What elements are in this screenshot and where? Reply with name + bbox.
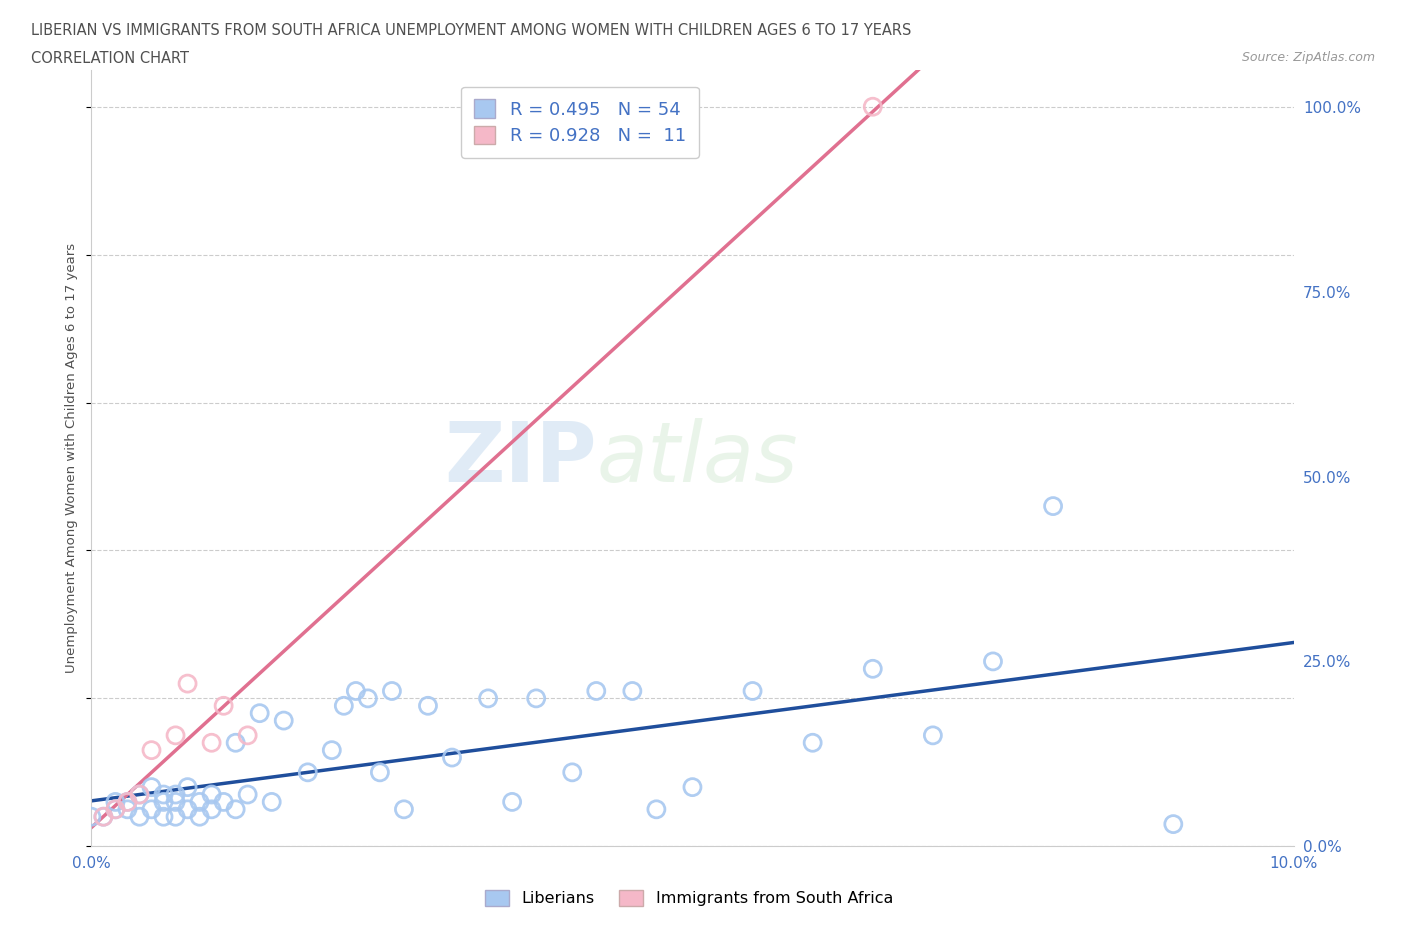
Point bbox=[128, 809, 150, 824]
Point bbox=[681, 779, 703, 794]
Text: LIBERIAN VS IMMIGRANTS FROM SOUTH AFRICA UNEMPLOYMENT AMONG WOMEN WITH CHILDREN : LIBERIAN VS IMMIGRANTS FROM SOUTH AFRICA… bbox=[31, 23, 911, 38]
Point bbox=[524, 691, 547, 706]
Point bbox=[93, 809, 115, 824]
Point bbox=[212, 698, 235, 713]
Point bbox=[212, 794, 235, 809]
Point bbox=[104, 802, 127, 817]
Point bbox=[152, 809, 174, 824]
Point bbox=[645, 802, 668, 817]
Point bbox=[249, 706, 271, 721]
Point bbox=[236, 787, 259, 802]
Legend: R = 0.495   N = 54, R = 0.928   N =  11: R = 0.495 N = 54, R = 0.928 N = 11 bbox=[461, 86, 699, 158]
Point bbox=[862, 100, 884, 114]
Point bbox=[1161, 817, 1184, 831]
Point bbox=[165, 728, 187, 743]
Point bbox=[104, 802, 127, 817]
Point bbox=[321, 743, 343, 758]
Point bbox=[381, 684, 404, 698]
Point bbox=[862, 661, 884, 676]
Point bbox=[117, 794, 139, 809]
Point bbox=[141, 779, 163, 794]
Text: ZIP: ZIP bbox=[444, 418, 596, 498]
Point bbox=[201, 787, 224, 802]
Point bbox=[152, 794, 174, 809]
Point bbox=[117, 794, 139, 809]
Point bbox=[165, 794, 187, 809]
Point bbox=[141, 743, 163, 758]
Point bbox=[93, 809, 115, 824]
Point bbox=[1042, 498, 1064, 513]
Point bbox=[922, 728, 945, 743]
Point bbox=[621, 684, 644, 698]
Point bbox=[128, 787, 150, 802]
Point bbox=[561, 764, 583, 779]
Point bbox=[176, 779, 198, 794]
Point bbox=[801, 736, 824, 751]
Point bbox=[225, 802, 247, 817]
Point bbox=[344, 684, 367, 698]
Point bbox=[165, 809, 187, 824]
Point bbox=[188, 809, 211, 824]
Point bbox=[236, 728, 259, 743]
Point bbox=[176, 802, 198, 817]
Point bbox=[201, 736, 224, 751]
Point bbox=[201, 802, 224, 817]
Point bbox=[260, 794, 283, 809]
Point bbox=[741, 684, 763, 698]
Text: CORRELATION CHART: CORRELATION CHART bbox=[31, 51, 188, 66]
Point bbox=[128, 787, 150, 802]
Point bbox=[333, 698, 356, 713]
Point bbox=[225, 736, 247, 751]
Point bbox=[416, 698, 439, 713]
Point bbox=[117, 802, 139, 817]
Point bbox=[188, 794, 211, 809]
Point bbox=[440, 751, 463, 765]
Y-axis label: Unemployment Among Women with Children Ages 6 to 17 years: Unemployment Among Women with Children A… bbox=[65, 243, 79, 673]
Point bbox=[165, 787, 187, 802]
Point bbox=[80, 809, 103, 824]
Point bbox=[392, 802, 415, 817]
Point bbox=[981, 654, 1004, 669]
Point bbox=[273, 713, 295, 728]
Point bbox=[297, 764, 319, 779]
Point bbox=[141, 802, 163, 817]
Point bbox=[368, 764, 391, 779]
Text: Source: ZipAtlas.com: Source: ZipAtlas.com bbox=[1241, 51, 1375, 64]
Text: atlas: atlas bbox=[596, 418, 799, 498]
Legend: Liberians, Immigrants from South Africa: Liberians, Immigrants from South Africa bbox=[478, 884, 900, 912]
Point bbox=[501, 794, 523, 809]
Point bbox=[585, 684, 607, 698]
Point bbox=[152, 787, 174, 802]
Point bbox=[477, 691, 499, 706]
Point bbox=[104, 794, 127, 809]
Point bbox=[176, 676, 198, 691]
Point bbox=[357, 691, 380, 706]
